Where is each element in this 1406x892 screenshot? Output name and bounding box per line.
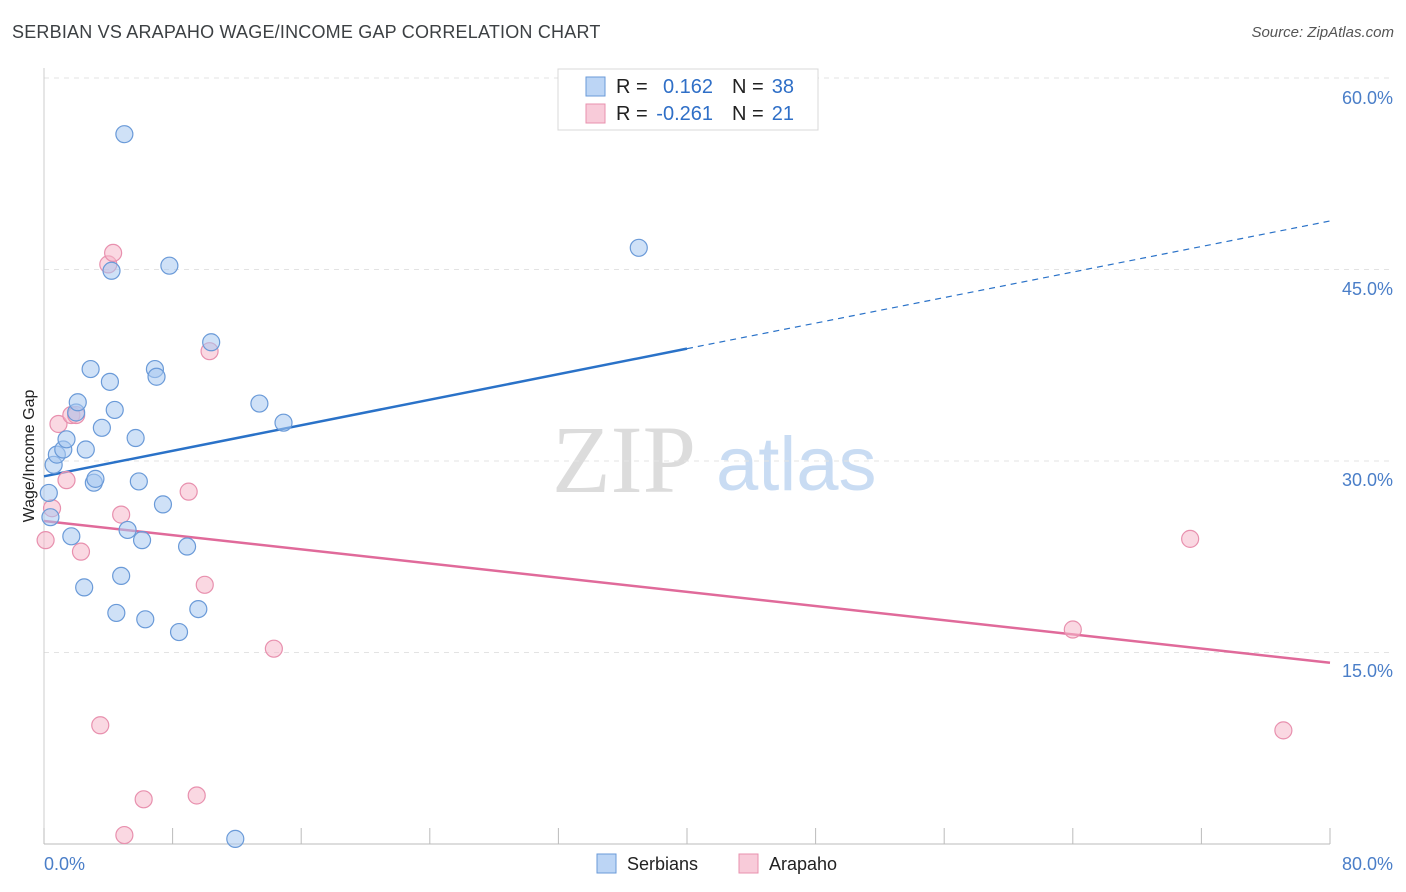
data-point-arapaho xyxy=(264,639,283,658)
data-point-serbians xyxy=(81,359,100,379)
trend-line-serbians xyxy=(43,347,688,478)
data-point-serbians xyxy=(129,472,148,491)
y-tick-label: 45.0% xyxy=(1342,279,1393,299)
legend-r-label: R = xyxy=(616,103,648,125)
legend-r-value-serbians: 0.162 xyxy=(663,76,713,98)
y-tick-label: 60.0% xyxy=(1342,88,1393,108)
series-legend-swatch-arapaho xyxy=(738,853,759,874)
y-tick-labels: 60.0% 45.0% 30.0% 15.0% xyxy=(1342,88,1393,681)
axis-layer xyxy=(43,68,1331,845)
data-point-serbians xyxy=(107,603,126,623)
chart-source: Source: ZipAtlas.com xyxy=(1251,24,1394,41)
series-legend: Serbians Arapaho xyxy=(596,853,837,874)
data-point-serbians xyxy=(177,537,197,556)
data-point-serbians xyxy=(250,394,269,413)
stats-legend: R = 0.162 N = 38 R = -0.261 N = 21 xyxy=(557,68,819,131)
data-point-serbians xyxy=(112,566,131,586)
data-point-serbians xyxy=(629,238,648,257)
legend-r-value-arapaho: -0.261 xyxy=(656,103,713,125)
y-axis-title: Wage/Income Gap xyxy=(21,390,38,523)
legend-n-label: N = xyxy=(732,103,764,125)
data-point-arapaho xyxy=(57,471,76,490)
data-point-arapaho xyxy=(36,531,55,550)
data-point-serbians xyxy=(41,508,60,527)
data-point-arapaho xyxy=(71,542,91,561)
data-point-arapaho xyxy=(91,716,110,735)
data-point-serbians xyxy=(160,256,179,275)
legend-swatch-serbians xyxy=(585,76,606,97)
data-point-serbians xyxy=(147,367,166,386)
y-tick-label: 30.0% xyxy=(1342,470,1393,490)
data-point-arapaho xyxy=(1181,529,1200,548)
data-point-serbians xyxy=(118,520,137,540)
data-point-arapaho xyxy=(1274,721,1293,740)
data-point-arapaho xyxy=(134,790,153,809)
data-point-arapaho xyxy=(1063,620,1082,639)
data-point-serbians xyxy=(57,430,76,449)
data-point-serbians xyxy=(39,483,58,503)
data-point-serbians xyxy=(169,622,189,642)
x-tick-label-min: 0.0% xyxy=(44,854,85,874)
legend-n-label: N = xyxy=(732,76,764,98)
trend-line-extension-serbians xyxy=(686,220,1331,350)
data-point-arapaho xyxy=(179,482,198,501)
legend-r-label: R = xyxy=(616,76,648,98)
data-point-serbians xyxy=(76,440,95,459)
y-tick-label: 15.0% xyxy=(1342,661,1393,681)
legend-swatch-arapaho xyxy=(585,103,606,124)
trend-line-arapaho xyxy=(43,519,1331,664)
series-legend-swatch-serbians xyxy=(596,853,617,874)
data-point-serbians xyxy=(189,599,208,619)
data-point-serbians xyxy=(274,413,293,432)
chart-title: SERBIAN VS ARAPAHO WAGE/INCOME GAP CORRE… xyxy=(12,22,601,42)
point-layer xyxy=(36,125,1293,848)
data-point-arapaho xyxy=(187,786,206,805)
trend-layer xyxy=(43,220,1331,664)
watermark: ZIP atlas xyxy=(552,406,877,513)
data-point-serbians xyxy=(105,400,124,420)
data-point-arapaho xyxy=(115,825,134,845)
data-point-arapaho xyxy=(49,414,68,434)
data-point-serbians xyxy=(86,469,105,488)
data-point-serbians xyxy=(132,531,152,550)
data-point-serbians xyxy=(102,261,121,280)
data-point-serbians xyxy=(92,418,111,437)
data-point-serbians xyxy=(226,829,245,848)
legend-n-value-serbians: 38 xyxy=(772,76,794,98)
series-legend-label-serbians: Serbians xyxy=(627,854,698,874)
data-point-serbians xyxy=(115,125,134,144)
series-legend-label-arapaho: Arapaho xyxy=(769,854,837,874)
data-point-arapaho xyxy=(195,575,214,594)
data-point-serbians xyxy=(202,333,221,352)
x-tick-label-max: 80.0% xyxy=(1342,854,1393,874)
data-point-arapaho xyxy=(112,505,131,524)
data-point-serbians xyxy=(136,610,155,629)
watermark-atlas: atlas xyxy=(716,422,877,507)
data-point-serbians xyxy=(75,578,94,597)
data-point-serbians xyxy=(62,527,81,546)
data-point-serbians xyxy=(153,495,173,514)
data-point-serbians xyxy=(68,393,87,412)
data-point-serbians xyxy=(100,372,120,391)
grid-layer xyxy=(44,77,1392,653)
legend-n-value-arapaho: 21 xyxy=(772,103,794,125)
data-point-serbians xyxy=(126,428,145,448)
watermark-zip: ZIP xyxy=(552,406,696,513)
data-point-arapaho xyxy=(104,243,123,263)
